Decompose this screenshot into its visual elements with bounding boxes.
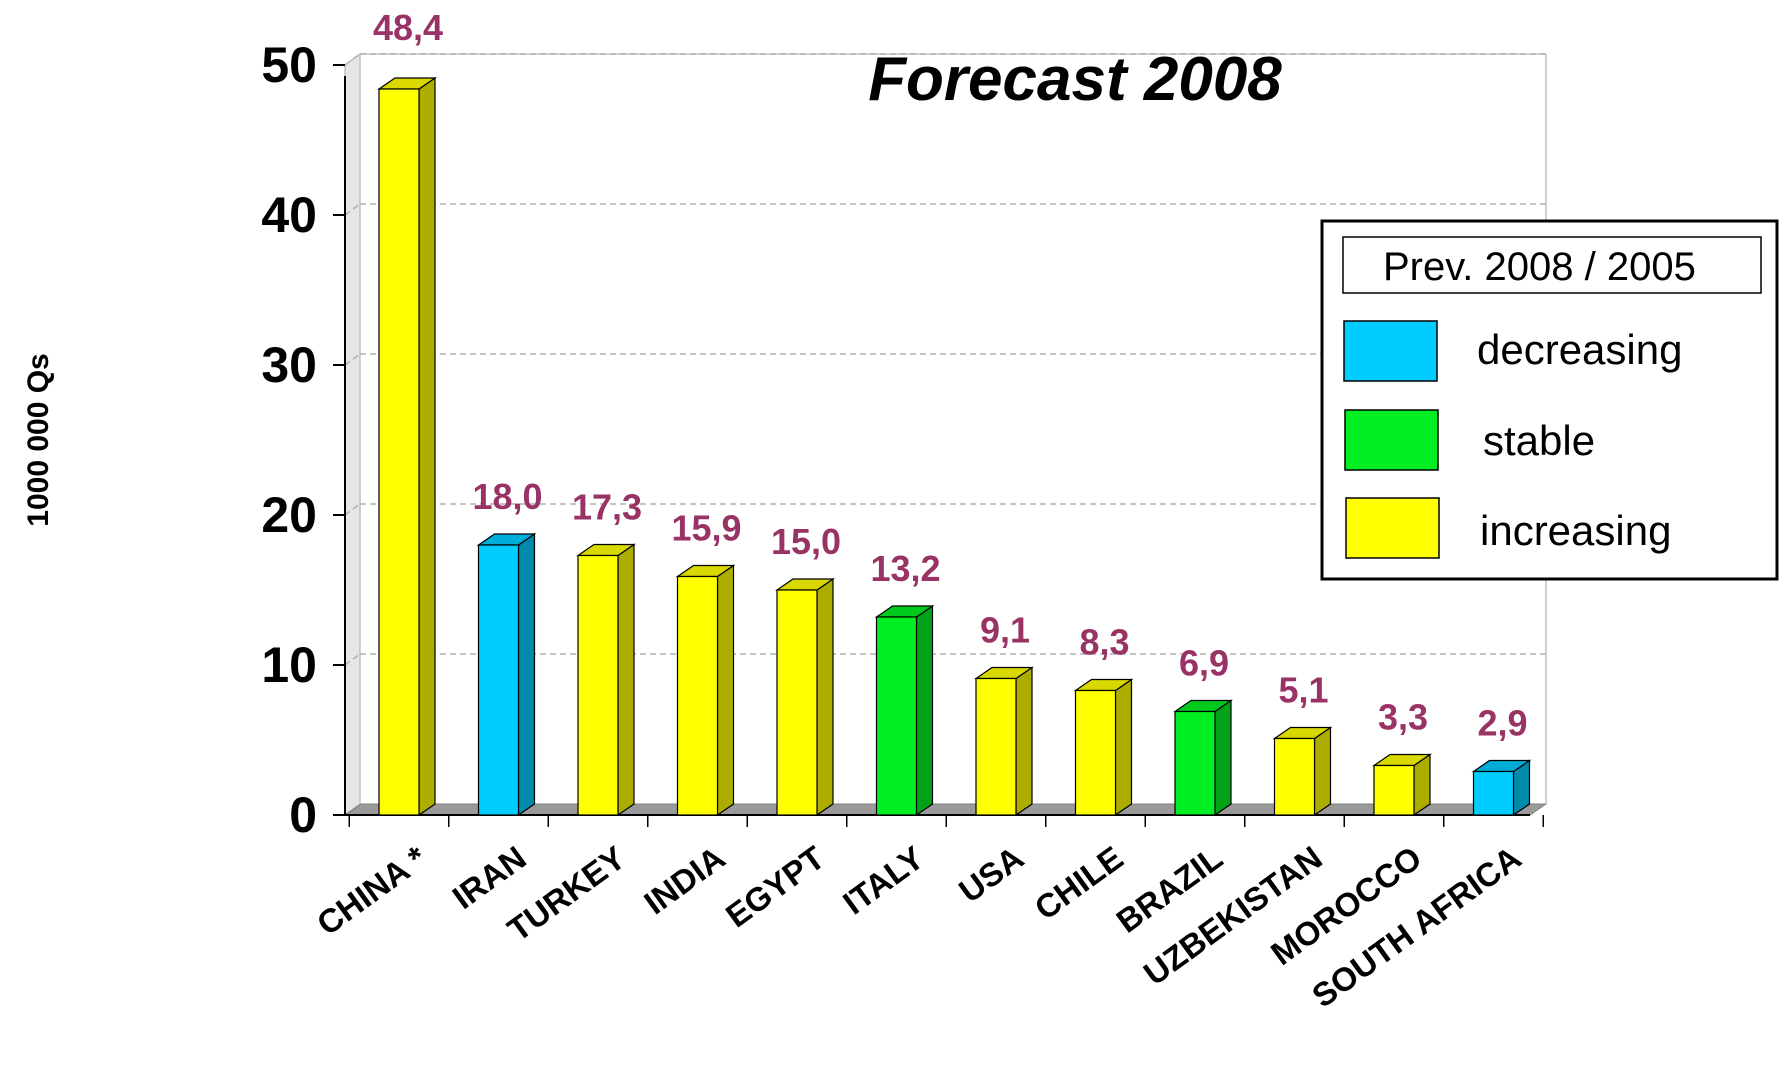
gridline-side [344, 203, 361, 216]
bar [874, 604, 935, 817]
value-label: 2,9 [1477, 703, 1527, 744]
bar-side [816, 577, 834, 817]
x-tick-label: USA [952, 839, 1030, 910]
bar-front [1373, 764, 1415, 816]
gridline-side [344, 503, 361, 516]
chart-title: Forecast 2008 [868, 45, 1282, 114]
y-axis-label: 1000 000 Qs [22, 353, 55, 526]
value-label: 3,3 [1378, 697, 1428, 738]
gridline-side [344, 53, 361, 66]
bar-front [875, 616, 918, 816]
legend-swatch-increasing [1345, 497, 1440, 559]
axes [333, 64, 1544, 827]
gridlines [344, 53, 1546, 666]
bar [377, 76, 437, 817]
bar [974, 666, 1034, 817]
side-wall [344, 52, 361, 817]
bar-front [477, 544, 520, 816]
bar-front [378, 88, 420, 816]
bar-side [617, 543, 635, 817]
value-label: 9,1 [980, 610, 1030, 651]
bar [775, 577, 835, 817]
bar-front [1472, 770, 1515, 816]
gridline-side [344, 353, 361, 366]
legend-label-stable: stable [1483, 417, 1595, 464]
y-tick-label: 10 [261, 637, 317, 693]
y-tick-label: 30 [261, 337, 317, 393]
value-label: 8,3 [1079, 622, 1129, 663]
bar-front [1273, 737, 1316, 816]
bar [675, 564, 736, 817]
bar-front [676, 575, 719, 816]
legend-swatch-stable [1344, 409, 1439, 471]
bar-front [776, 589, 818, 816]
value-label: 5,1 [1278, 670, 1328, 711]
bar-front [975, 677, 1017, 816]
bar-side [1114, 678, 1133, 817]
bar-side [716, 564, 735, 817]
legend-title-box [1342, 236, 1762, 294]
y-tick-label: 40 [261, 187, 317, 243]
x-tick-label: INDIA [637, 839, 731, 922]
bar [1272, 726, 1333, 817]
value-label: 48,4 [373, 7, 443, 48]
bar-side [517, 532, 536, 817]
value-label: 18,0 [472, 476, 542, 517]
x-tick-label: ITALY [836, 839, 930, 922]
y-tick-label: 0 [289, 787, 317, 843]
value-labels: 48,4 18,0 17,3 15,9 15,0 13,2 9,1 8,3 6,9 5,1 3,3 2… [373, 7, 1528, 744]
value-label: 15,0 [771, 521, 841, 562]
value-label: 6,9 [1179, 643, 1229, 684]
legend-label-decreasing: decreasing [1477, 326, 1682, 373]
value-label: 15,9 [671, 508, 741, 549]
bar-side [1214, 699, 1232, 817]
value-label: 13,2 [870, 548, 940, 589]
bar-side [1015, 666, 1033, 817]
bar [1073, 678, 1134, 817]
legend-swatch-decreasing [1343, 320, 1438, 382]
legend: Prev. 2008 / 2005 decreasing stable incr… [1320, 219, 1779, 581]
bar [1471, 759, 1532, 817]
y-tick-labels: 0 10 20 30 40 50 [261, 37, 317, 843]
y-tick-label: 20 [261, 487, 317, 543]
x-tick-label: EGYPT [719, 839, 831, 935]
bar-side [915, 604, 934, 817]
legend-title: Prev. 2008 / 2005 [1383, 245, 1696, 289]
bar [1372, 753, 1432, 817]
bar [576, 543, 636, 817]
bar-front [1074, 689, 1117, 816]
gridline-side [344, 653, 361, 666]
bar-side [1313, 726, 1332, 817]
bar-side [418, 76, 436, 817]
value-label: 17,3 [572, 487, 642, 528]
bars [377, 76, 1532, 817]
bar [1173, 699, 1233, 817]
bar-front [577, 554, 619, 816]
bar [476, 532, 537, 817]
bar-front [1174, 710, 1216, 816]
y-tick-label: 50 [261, 37, 317, 93]
legend-label-increasing: increasing [1480, 507, 1671, 554]
x-tick-label: CHINA * [310, 839, 433, 943]
